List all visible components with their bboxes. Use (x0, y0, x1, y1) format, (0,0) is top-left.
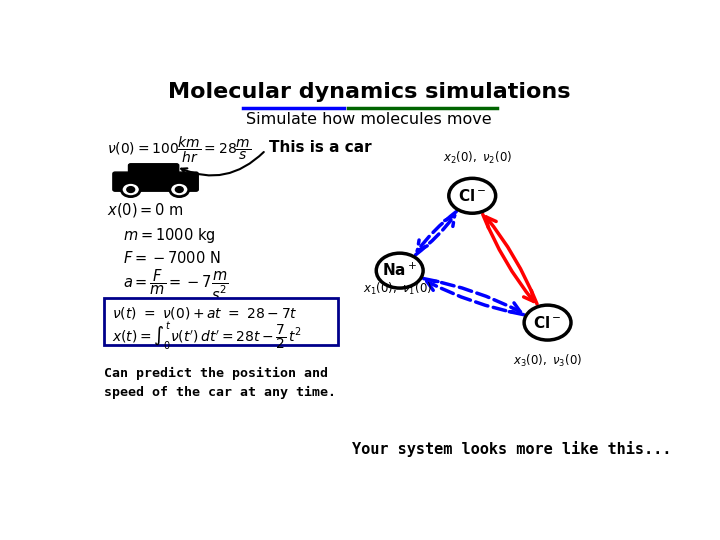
Text: Na$^+$: Na$^+$ (382, 262, 417, 279)
Circle shape (121, 183, 140, 197)
Text: $F = -7000$ N: $F = -7000$ N (124, 250, 221, 266)
FancyBboxPatch shape (128, 164, 179, 180)
Text: Simulate how molecules move: Simulate how molecules move (246, 112, 492, 127)
Text: $\nu(0) = 100\dfrac{km}{hr} = 28\dfrac{m}{s}$: $\nu(0) = 100\dfrac{km}{hr} = 28\dfrac{m… (107, 135, 251, 165)
Text: $x_1(0),\ \nu_1(0)$: $x_1(0),\ \nu_1(0)$ (364, 281, 433, 298)
FancyBboxPatch shape (104, 298, 338, 346)
Circle shape (127, 187, 135, 192)
Text: Your system looks more like this...: Your system looks more like this... (352, 441, 672, 457)
Text: This is a car: This is a car (269, 140, 372, 156)
Text: $a = \dfrac{F}{m} = -7\dfrac{m}{s^2}$: $a = \dfrac{F}{m} = -7\dfrac{m}{s^2}$ (124, 267, 229, 303)
FancyBboxPatch shape (113, 172, 198, 191)
Text: $x(t) = \int_0^t \nu(t^\prime)\,dt^\prime = 28t - \dfrac{7}{2}\,t^2$: $x(t) = \int_0^t \nu(t^\prime)\,dt^\prim… (112, 320, 302, 352)
Text: $\nu(t)\ =\ \nu(0)+at\ =\ 28-7t$: $\nu(t)\ =\ \nu(0)+at\ =\ 28-7t$ (112, 306, 298, 321)
Text: Can predict the position and
speed of the car at any time.: Can predict the position and speed of th… (104, 367, 336, 399)
Text: Cl$^-$: Cl$^-$ (534, 315, 562, 330)
Circle shape (449, 178, 495, 213)
Text: Molecular dynamics simulations: Molecular dynamics simulations (168, 82, 570, 102)
Circle shape (377, 253, 423, 288)
Circle shape (524, 305, 571, 340)
Circle shape (176, 187, 183, 192)
Circle shape (170, 183, 189, 197)
Text: $x(0) = 0$ m: $x(0) = 0$ m (107, 201, 184, 219)
Text: $m = 1000$ kg: $m = 1000$ kg (124, 226, 216, 245)
Text: $x_2(0),\ \nu_2(0)$: $x_2(0),\ \nu_2(0)$ (444, 150, 513, 166)
Text: Cl$^-$: Cl$^-$ (458, 188, 487, 204)
Text: $x_3(0),\ \nu_3(0)$: $x_3(0),\ \nu_3(0)$ (513, 353, 582, 369)
